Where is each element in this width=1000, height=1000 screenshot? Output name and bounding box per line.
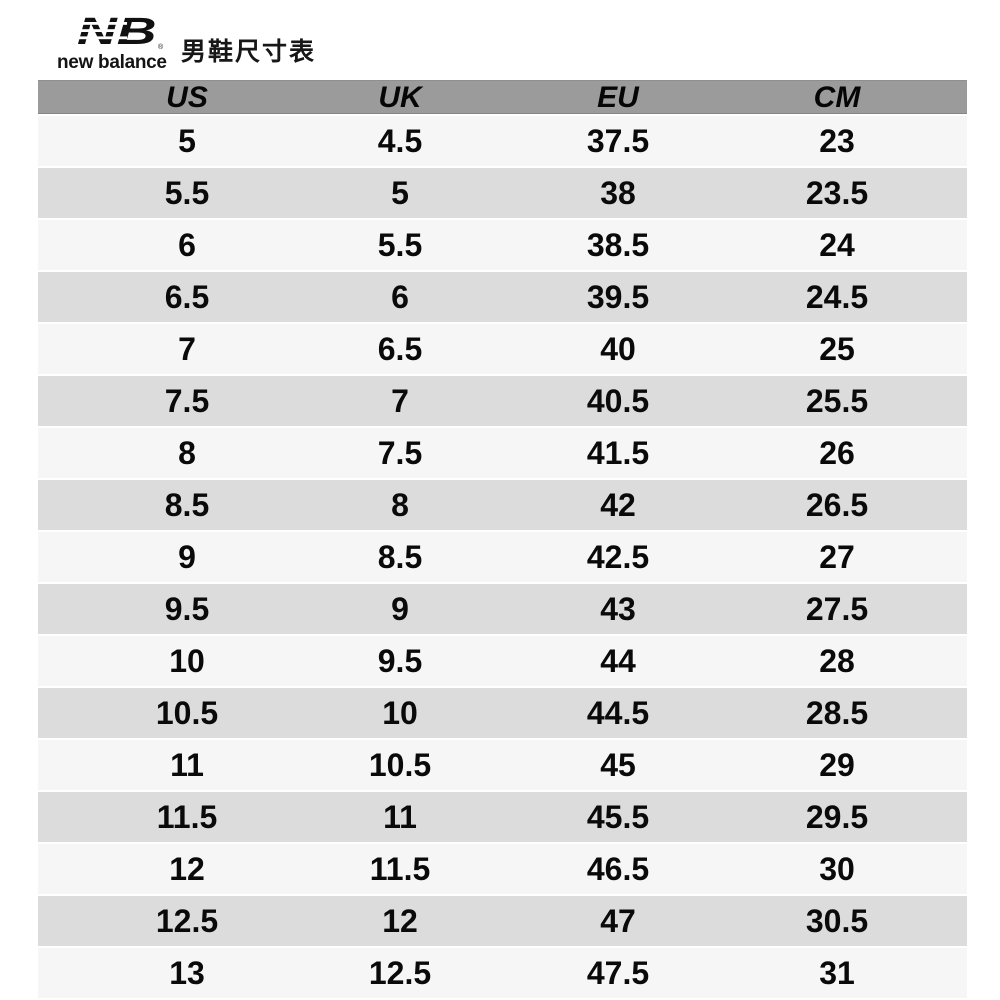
size-cell-cm: 25 [819, 331, 855, 367]
size-cell-us: 10 [169, 643, 205, 679]
size-cell-uk: 9.5 [377, 643, 423, 679]
size-cell-cm: 28 [819, 643, 855, 679]
size-cell-us: 5.5 [164, 175, 210, 211]
size-cell-us: 12.5 [155, 903, 219, 939]
table-row: 10.5 10 44.5 28.5 [38, 688, 967, 740]
table-row: 8 7.5 41.5 26 [38, 428, 967, 480]
size-cell-uk: 8.5 [377, 539, 423, 575]
size-cell-us: 6.5 [164, 279, 210, 315]
size-cell-eu: 47 [600, 903, 636, 939]
size-cell-cm: 27.5 [805, 591, 869, 627]
size-cell-us: 11.5 [156, 799, 218, 835]
table-row: 7.5 7 40.5 25.5 [38, 376, 967, 428]
size-cell-eu: 42.5 [586, 539, 650, 575]
size-cell-us: 13 [169, 955, 205, 991]
size-cell-cm: 24 [819, 227, 855, 263]
page-title: 男鞋尺寸表 [181, 38, 317, 66]
size-cell-us: 9 [178, 539, 196, 575]
size-cell-cm: 29.5 [805, 799, 869, 835]
size-cell-eu: 43 [600, 591, 636, 627]
size-cell-us: 12 [169, 851, 205, 887]
size-cell-eu: 40.5 [586, 383, 650, 419]
size-cell-eu: 46.5 [586, 851, 650, 887]
size-cell-uk: 7.5 [377, 435, 423, 471]
size-cell-eu: 45.5 [586, 799, 650, 835]
registered-trademark-icon: ® [158, 43, 164, 51]
column-header-uk: UK [378, 80, 422, 114]
size-cell-eu: 38.5 [586, 227, 650, 263]
size-cell-us: 8 [178, 435, 196, 471]
size-cell-cm: 26.5 [805, 487, 869, 523]
size-cell-cm: 30 [819, 851, 855, 887]
size-cell-us: 7 [178, 331, 196, 367]
size-cell-cm: 29 [819, 747, 855, 783]
size-cell-us: 7.5 [164, 383, 210, 419]
table-row: 8.5 8 42 26.5 [38, 480, 967, 532]
size-cell-uk: 7 [391, 383, 409, 419]
column-header-eu: EU [597, 80, 639, 114]
size-cell-uk: 4.5 [377, 123, 423, 159]
table-row: 11.5 11 45.5 29.5 [38, 792, 967, 844]
table-row: 12.5 12 47 30.5 [38, 896, 967, 948]
table-row: 6.5 6 39.5 24.5 [38, 272, 967, 324]
size-cell-uk: 9 [391, 591, 409, 627]
table-row: 9.5 9 43 27.5 [38, 584, 967, 636]
table-row: 6 5.5 38.5 24 [38, 220, 967, 272]
size-cell-cm: 23.5 [805, 175, 869, 211]
size-cell-us: 11 [170, 747, 204, 783]
size-cell-cm: 30.5 [805, 903, 869, 939]
size-cell-uk: 5.5 [377, 227, 423, 263]
size-cell-eu: 41.5 [586, 435, 650, 471]
size-cell-cm: 24.5 [805, 279, 869, 315]
size-cell-cm: 27 [819, 539, 855, 575]
nb-logo-icon: NB ® [77, 13, 164, 51]
size-cell-uk: 11.5 [369, 851, 431, 887]
size-cell-uk: 6.5 [377, 331, 423, 367]
size-cell-us: 5 [178, 123, 196, 159]
column-header-cm: CM [813, 80, 861, 114]
size-cell-eu: 38 [600, 175, 636, 211]
size-chart-table: US UK EU CM 5 4.5 37.5 23 5.5 5 38 23.5 6 5.5 38.5… [38, 80, 967, 1000]
size-cell-eu: 39.5 [586, 279, 650, 315]
brand-logo: NB ® new balance [57, 13, 167, 74]
size-cell-uk: 6 [391, 279, 409, 315]
size-cell-eu: 47.5 [586, 955, 650, 991]
table-body: 5 4.5 37.5 23 5.5 5 38 23.5 6 5.5 38.5 24 6.5 6 39.5 24… [38, 116, 967, 1000]
table-header-row: US UK EU CM [38, 80, 967, 116]
size-cell-us: 9.5 [164, 591, 210, 627]
size-cell-us: 8.5 [164, 487, 210, 523]
size-cell-eu: 45 [600, 747, 636, 783]
table-row: 9 8.5 42.5 27 [38, 532, 967, 584]
table-row: 7 6.5 40 25 [38, 324, 967, 376]
size-cell-uk: 10 [382, 695, 418, 731]
table-row: 5 4.5 37.5 23 [38, 116, 967, 168]
size-cell-cm: 23 [819, 123, 855, 159]
size-cell-cm: 25.5 [805, 383, 869, 419]
size-cell-uk: 12 [382, 903, 418, 939]
size-cell-cm: 31 [819, 955, 855, 991]
size-cell-cm: 26 [819, 435, 855, 471]
size-cell-eu: 44 [600, 643, 636, 679]
table-row: 11 10.5 45 29 [38, 740, 967, 792]
size-cell-cm: 28.5 [805, 695, 869, 731]
size-cell-uk: 8 [391, 487, 409, 523]
table-row: 12 11.5 46.5 30 [38, 844, 967, 896]
table-row: 10 9.5 44 28 [38, 636, 967, 688]
brand-wordmark: new balance [57, 52, 167, 73]
size-cell-uk: 12.5 [368, 955, 432, 991]
size-cell-us: 10.5 [155, 695, 219, 731]
size-cell-us: 6 [178, 227, 196, 263]
column-header-us: US [166, 80, 208, 114]
size-cell-eu: 37.5 [586, 123, 650, 159]
size-cell-uk: 10.5 [368, 747, 432, 783]
table-row: 13 12.5 47.5 31 [38, 948, 967, 1000]
size-cell-eu: 42 [600, 487, 636, 523]
size-cell-uk: 11 [383, 799, 417, 835]
size-cell-eu: 40 [600, 331, 636, 367]
table-row: 5.5 5 38 23.5 [38, 168, 967, 220]
size-cell-eu: 44.5 [586, 695, 650, 731]
size-cell-uk: 5 [391, 175, 409, 211]
